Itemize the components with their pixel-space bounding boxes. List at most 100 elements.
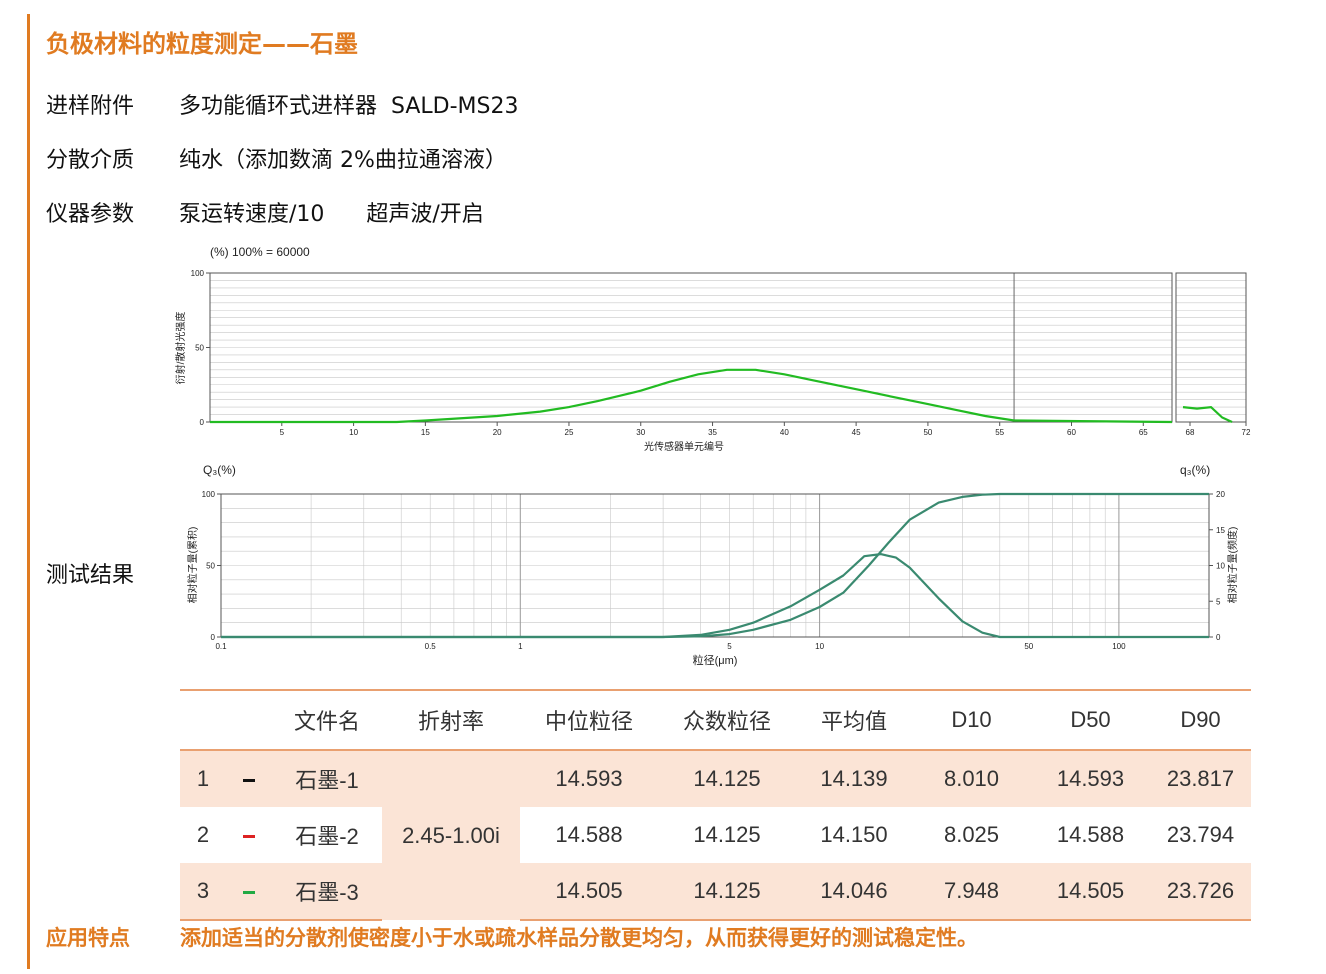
y-tick-label-right: 5 [1216,597,1221,606]
page-title: 负极材料的粒度测定——石墨 [46,30,358,58]
d50-value: 14.588 [1056,822,1125,847]
x-tick-label: 15 [421,428,430,437]
mode-size: 14.125 [658,750,796,807]
col-header-mean: 平均值 [796,689,912,751]
light-intensity-chart: (%) 100% = 60000 衍射/散射光强度 光传感器单元编号 5 10 15… [174,245,1251,453]
y-tick-label-right: 10 [1216,562,1225,571]
file-name: 石墨-1 [272,750,382,807]
d50-value: 14.593 [1031,750,1150,807]
x-tick-label: 60 [1067,428,1076,437]
y-axis-label-left: 相对粒子量(累积) [186,527,199,604]
y-tick-label-left: 100 [202,490,216,499]
x-tick-label: 35 [708,428,717,437]
legend-line-icon [243,778,255,782]
param-row-attachment: 进样附件 多功能循环式进样器 SALD-MS23 [46,88,519,120]
mean-size: 14.046 [796,863,912,921]
x-tick-label: 20 [493,428,502,437]
y-tick-label-right: 0 [1216,633,1221,642]
application-label: 应用特点 [46,926,130,950]
d10-value: 8.025 [943,822,1000,847]
param-row-instrument: 仪器参数 泵运转速度/10 超声波/开启 [46,196,484,228]
y-axis-label: 衍射/散射光强度 [174,312,187,385]
x-tick-label: 55 [995,428,1004,437]
param-label: 分散介质 [46,148,135,173]
file-name: 石墨-2 [295,824,359,849]
col-header-no [180,689,226,751]
row-number: 2 [196,822,210,847]
legend-line-icon [243,834,255,838]
result-label: 测试结果 [46,563,135,588]
x-tick-label: 10 [349,428,358,437]
y-tick-label-left: 50 [206,562,215,571]
param-label: 仪器参数 [46,202,135,227]
param-value: 纯水（添加数滴 2%曲拉通溶液） [179,148,507,173]
application-text: 添加适当的分散剂使密度小于水或疏水样品分散更均匀，从而获得更好的测试稳定性。 [180,926,978,950]
d90-value: 23.726 [1150,863,1251,921]
col-header-d90: D90 [1150,689,1251,751]
col-header-d50: D50 [1031,689,1150,751]
x-tick-label: 10 [815,642,824,651]
x-tick-label: 0.5 [425,642,437,651]
d90-value: 23.794 [1166,822,1235,847]
side-x-tick-label: 72 [1242,428,1251,437]
x-tick-label: 5 [280,428,285,437]
d10-value: 7.948 [912,863,1031,921]
col-header-filename: 文件名 [272,689,382,751]
series-color-marker [226,807,272,863]
refractive-index: 2.45-1.00i [382,750,520,920]
legend-line-icon [243,890,255,894]
x-tick-label: 50 [1024,642,1033,651]
right-axis-title: q₃(%) [1180,463,1210,477]
col-header-refractive-index: 折射率 [382,689,520,751]
col-header-mode: 众数粒径 [658,689,796,751]
mode-size: 14.125 [658,863,796,921]
param-row-medium: 分散介质 纯水（添加数滴 2%曲拉通溶液） [46,142,507,174]
col-header-d10: D10 [912,689,1031,751]
side-series-line [1182,405,1233,423]
param-value: 多功能循环式进样器 SALD-MS23 [179,94,519,119]
y-tick-label: 0 [200,418,205,427]
results-table: 文件名 折射率 中位粒径 众数粒径 平均值 D10 D50 D90 1 石墨-1… [180,689,1251,921]
y-tick-label-right: 15 [1216,526,1225,535]
cumulative-series-line [221,492,1209,639]
side-plot-frame [1175,272,1247,423]
x-tick-label: 25 [565,428,574,437]
x-axis-label: 光传感器单元编号 [644,440,724,453]
x-tick-label: 100 [1112,642,1126,651]
mean-size: 14.150 [820,822,888,847]
mean-size: 14.139 [796,750,912,807]
intensity-series-line [210,368,1173,424]
mode-size: 14.125 [693,822,761,847]
frequency-series-line [221,552,1209,639]
x-tick-label: 1 [518,642,523,651]
table-header-row: 文件名 折射率 中位粒径 众数粒径 平均值 D10 D50 D90 [180,689,1251,751]
x-tick-label: 30 [636,428,645,437]
chart-title: (%) 100% = 60000 [210,245,310,259]
col-header-mark [226,689,272,751]
y-tick-label: 50 [195,344,204,353]
table-row: 2 石墨-2 14.588 14.125 14.150 8.025 14.588… [180,807,1251,863]
median-size: 14.505 [520,863,658,921]
file-name: 石墨-3 [272,863,382,921]
median-size: 14.588 [555,822,623,847]
row-number: 3 [180,863,226,921]
table-row: 3 石墨-3 14.505 14.125 14.046 7.948 14.505… [180,863,1251,921]
left-accent-rule [27,14,30,969]
side-x-tick-label: 68 [1186,428,1195,437]
left-axis-title: Q₃(%) [203,463,236,477]
particle-size-chart: Q₃(%) q₃(%) 相对粒子量(累积) 相对粒子量(频度) 粒径(μm) 0… [186,463,1239,667]
series-color-marker [226,863,272,921]
y-tick-label-left: 0 [211,633,216,642]
x-tick-label: 0.1 [215,642,227,651]
row-number: 1 [180,750,226,807]
d10-value: 8.010 [912,750,1031,807]
col-header-median: 中位粒径 [520,689,658,751]
table-row: 1 石墨-1 2.45-1.00i 14.593 14.125 14.139 8… [180,750,1251,920]
param-value: 泵运转速度/10 超声波/开启 [179,202,484,227]
y-tick-label: 100 [191,269,205,278]
d90-value: 23.817 [1150,750,1251,807]
x-tick-label: 40 [780,428,789,437]
x-tick-label: 45 [852,428,861,437]
y-axis-label-right: 相对粒子量(频度) [1226,527,1239,604]
x-tick-label: 65 [1139,428,1148,437]
